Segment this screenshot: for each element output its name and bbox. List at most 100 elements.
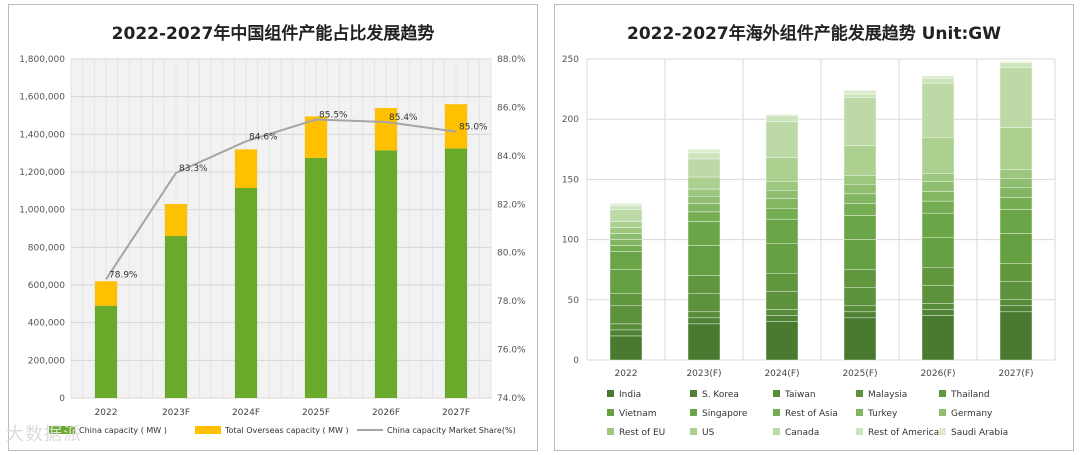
x-tick-label: 2024F <box>232 408 260 418</box>
bar-segment-vietnam <box>609 269 643 294</box>
bar-segment-vietnam <box>687 245 721 276</box>
bar-segment-us <box>765 157 799 183</box>
y-left-tick-label: 1,000,000 <box>19 206 65 216</box>
bar-segment-saudi-arabia <box>843 90 877 95</box>
legend-label: Rest of Asia <box>785 409 838 419</box>
bar-segment-canada <box>765 121 799 158</box>
legend-swatch-overseas <box>195 426 221 434</box>
legend-swatch <box>690 390 697 397</box>
bar-overseas-capacity <box>235 149 257 189</box>
left-chart: 0 200,000 400,000 600,000 800,000 1,000,000 1,… <box>19 55 526 435</box>
bar-segment-vietnam <box>921 236 955 268</box>
bar-segment-rest-of-eu <box>687 188 721 197</box>
bar-segment-india <box>687 323 721 361</box>
legend-swatch <box>856 390 863 397</box>
legend-label: Malaysia <box>868 390 907 400</box>
legend-label: Germany <box>951 409 993 419</box>
bar-segment-taiwan <box>999 299 1033 307</box>
left-chart-panel: 2022-2027年中国组件产能占比发展趋势 0 200,000 400,000 60… <box>8 4 538 451</box>
legend-label: Canada <box>785 428 819 438</box>
bar-segment-taiwan <box>921 303 955 310</box>
data-label-market-share: 84.6% <box>249 132 278 142</box>
y-left-tick-label: 200,000 <box>28 356 65 366</box>
bar-segment-malaysia <box>687 293 721 313</box>
x-tick-label: 2027(F) <box>998 369 1033 379</box>
market-share-line <box>105 118 457 280</box>
bar-segment-turkey <box>843 193 877 204</box>
left-chart-title: 2022-2027年中国组件产能占比发展趋势 <box>111 24 435 44</box>
y-right-tick-label: 88.0% <box>497 55 526 65</box>
bar-segment-turkey <box>999 187 1033 198</box>
bar-segment-india <box>609 335 643 361</box>
bar-segment-india <box>765 321 799 361</box>
legend-label-overseas: Total Overseas capacity ( MW ) <box>224 426 349 435</box>
bar-segment-rest-of-americas <box>609 205 643 210</box>
bar-segment-germany <box>843 184 877 195</box>
legend-label: Thailand <box>950 390 990 400</box>
legend-label: S. Korea <box>702 390 739 400</box>
bar-segment-saudi-arabia <box>999 61 1033 63</box>
right-chart: 0 50 100 150 200 250 2022 2023(F) 2024(F) 2025(F)… <box>562 55 1056 438</box>
legend-label: Taiwan <box>784 390 816 400</box>
data-label-market-share: 85.0% <box>459 123 488 133</box>
bar-segment-singapore <box>609 251 643 270</box>
bar-segment-us <box>921 137 955 174</box>
legend-swatch-china <box>49 426 75 434</box>
bar-segment-thailand <box>921 267 955 286</box>
bar-segment-canada <box>999 67 1033 128</box>
bar-segment-us <box>609 221 643 228</box>
y-right-tick-label: 84.0% <box>497 152 526 162</box>
bar-segment-taiwan <box>609 323 643 331</box>
bar-segment-germany <box>921 181 955 192</box>
y-left-tick-label: 1,200,000 <box>19 168 65 178</box>
y-tick-label: 200 <box>562 115 579 125</box>
legend-swatch <box>773 409 780 416</box>
bar-segment-rest-of-eu <box>921 173 955 183</box>
bar-overseas-capacity <box>305 116 327 158</box>
y-right-tick-label: 74.0% <box>497 394 526 404</box>
legend-swatch <box>939 428 946 435</box>
bar-segment-singapore <box>687 221 721 246</box>
bar-segment-taiwan <box>687 311 721 319</box>
bar-segment-rest-of-eu <box>999 169 1033 179</box>
legend-label: US <box>702 428 715 438</box>
legend-swatch <box>939 390 946 397</box>
bar-segment-thailand <box>687 275 721 294</box>
y-left-tick-label: 600,000 <box>28 281 65 291</box>
bar-segment-rest-of-eu <box>843 175 877 185</box>
legend-swatch <box>773 428 780 435</box>
bar-segment-turkey <box>921 191 955 202</box>
bar-segment-us <box>999 127 1033 170</box>
y-left-tick-label: 1,600,000 <box>19 93 65 103</box>
bar-segment-rest-of-eu <box>609 227 643 234</box>
bar-segment-germany <box>687 196 721 204</box>
bar-segment-thailand <box>609 293 643 307</box>
legend-label: India <box>619 390 641 400</box>
legend-label: Rest of EU <box>619 428 665 438</box>
bar-segment-s-korea <box>765 315 799 322</box>
y-right-tick-label: 76.0% <box>497 346 526 356</box>
y-right-tick-label: 80.0% <box>497 249 526 259</box>
y-left-tick-label: 0 <box>59 394 65 404</box>
bar-china-capacity <box>235 188 257 398</box>
bar-segment-rest-of-americas <box>921 78 955 84</box>
bar-segment-malaysia <box>609 305 643 325</box>
y-right-tick-label: 82.0% <box>497 200 526 210</box>
bar-segment-singapore <box>843 215 877 240</box>
bar-segment-rest-of-asia <box>999 197 1033 210</box>
y-tick-label: 0 <box>573 356 579 366</box>
y-tick-label: 150 <box>562 175 579 185</box>
data-label-market-share: 85.4% <box>389 113 418 123</box>
bar-segment-rest-of-americas <box>765 115 799 122</box>
legend-swatch <box>690 428 697 435</box>
legend-swatch <box>856 409 863 416</box>
bar-segment-rest-of-asia <box>687 211 721 222</box>
bar-segment-rest-of-asia <box>765 208 799 220</box>
bar-segment-thailand <box>843 269 877 288</box>
bar-segment-vietnam <box>843 239 877 270</box>
legend-swatch <box>607 428 614 435</box>
bar-segment-s-korea <box>921 309 955 316</box>
bar-china-capacity <box>305 157 327 398</box>
bar-segment-malaysia <box>843 287 877 307</box>
bar-segment-turkey <box>687 203 721 213</box>
